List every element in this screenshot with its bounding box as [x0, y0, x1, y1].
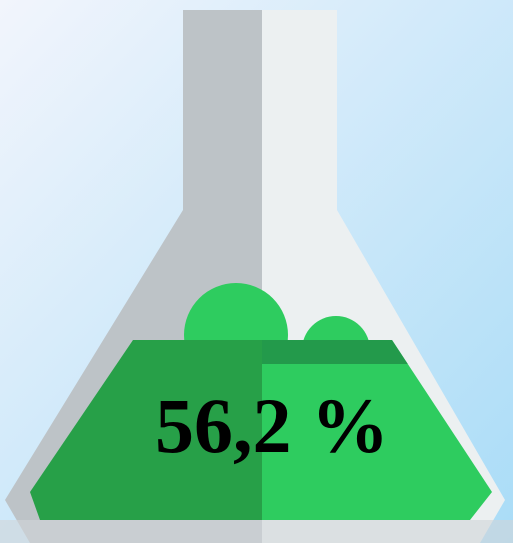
stat-label: 56,2 % — [155, 382, 389, 469]
